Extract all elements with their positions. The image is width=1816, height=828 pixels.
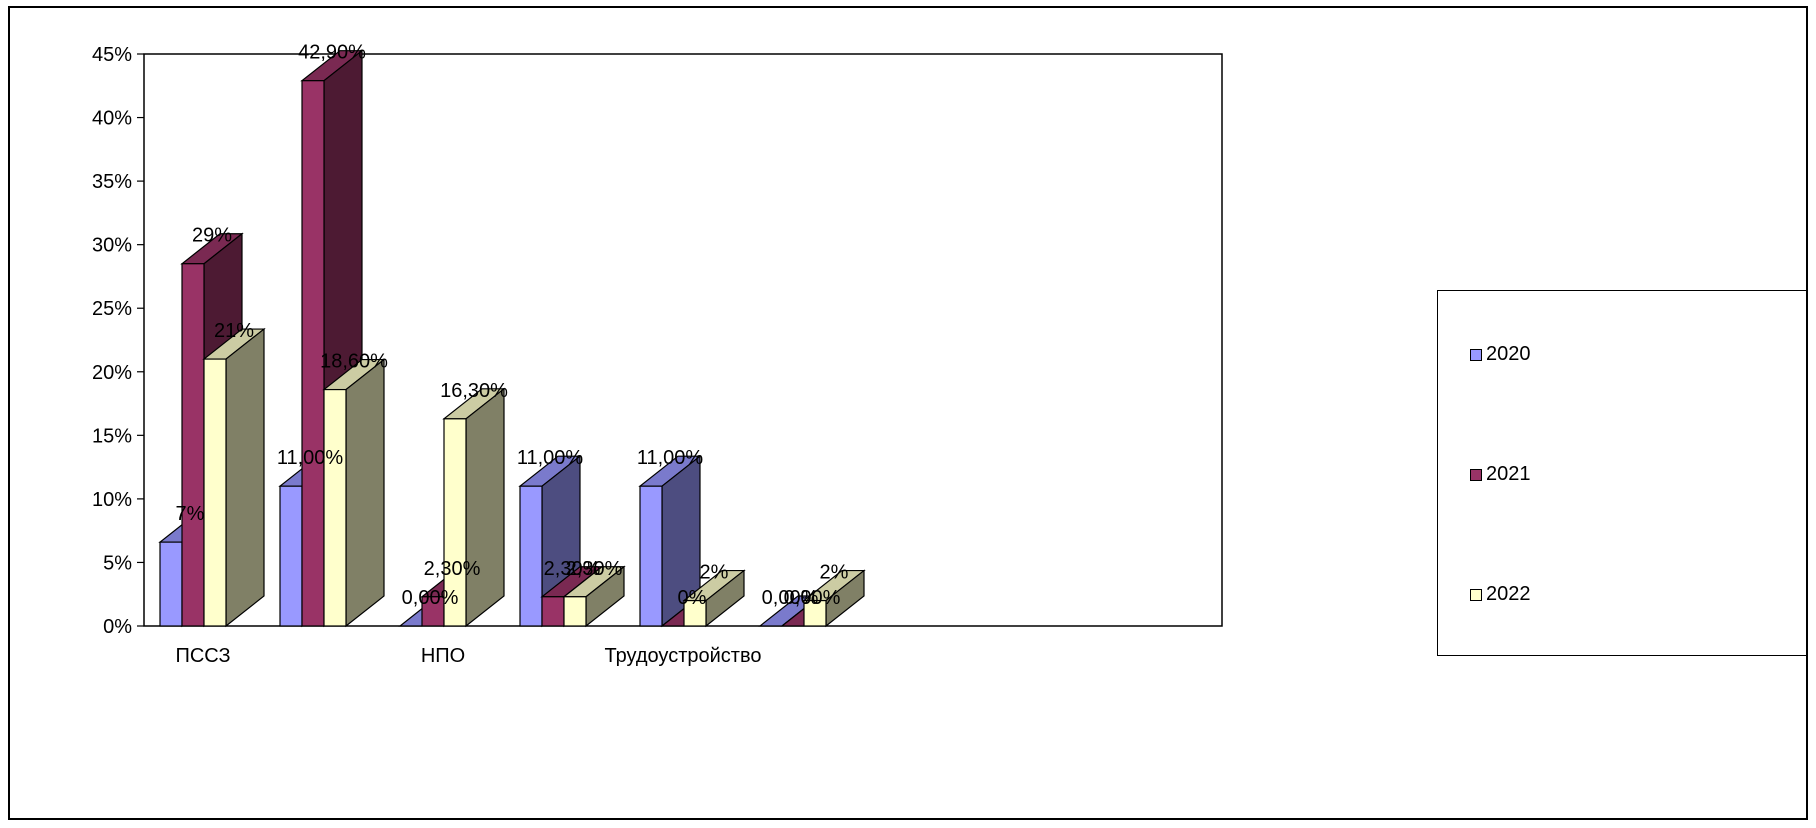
y-tick-label: 40% [92, 108, 132, 130]
data-label: 42,90% [298, 42, 366, 64]
data-label: 11,00% [517, 447, 584, 469]
bar-side [345, 358, 385, 628]
data-label: 2,30% [566, 558, 623, 580]
data-label: 0,00% [762, 587, 819, 609]
data-label: 2% [820, 562, 849, 584]
legend-label-2020: 2020 [1486, 343, 1531, 365]
y-tick-label: 35% [92, 171, 132, 193]
legend-item-2022: 2022 [1470, 583, 1531, 606]
data-label: 16,30% [440, 380, 508, 402]
bar-front [803, 599, 827, 627]
data-label: 0,00% [402, 587, 459, 609]
legend-label-2022: 2022 [1486, 583, 1531, 605]
bar-front [563, 596, 587, 627]
bar-front [639, 485, 663, 627]
data-label: 2,30% [424, 558, 481, 580]
data-label: 29% [192, 225, 232, 247]
legend-item-2021: 2021 [1470, 463, 1531, 486]
bar-front [443, 418, 467, 627]
data-label: 7% [176, 503, 205, 525]
data-label: 21% [214, 320, 254, 342]
y-tick-label: 15% [92, 425, 132, 447]
data-label: 18,60% [320, 351, 388, 373]
bar-front [541, 596, 565, 627]
y-tick-label: 5% [103, 552, 132, 574]
bar-front [323, 388, 347, 627]
y-tick-label: 20% [92, 362, 132, 384]
bar-side [465, 387, 505, 628]
legend-swatch-2020 [1470, 348, 1482, 361]
data-label: 11,00% [637, 447, 704, 469]
bar-front [683, 599, 707, 627]
data-label: 0% [678, 587, 707, 609]
x-category-label: ПССЗ [175, 645, 230, 667]
data-label: 0,00% [784, 587, 841, 609]
y-tick-label: 30% [92, 235, 132, 257]
data-label: 2% [700, 562, 729, 584]
bar-side [225, 327, 265, 628]
legend: 2020 2021 2022 [1437, 290, 1807, 656]
bar-front [301, 80, 325, 627]
legend-swatch-2022 [1470, 588, 1482, 601]
x-category-label: Трудоустройство [605, 645, 762, 667]
y-tick-label: 0% [103, 616, 132, 638]
data-label: 11,00% [277, 447, 344, 469]
bar-front [181, 263, 205, 627]
y-tick-label: 45% [92, 44, 132, 66]
bar-front [279, 485, 303, 627]
legend-item-2020: 2020 [1470, 343, 1531, 366]
bar-front [519, 485, 543, 627]
legend-swatch-2021 [1470, 468, 1482, 481]
bar-front [203, 358, 227, 627]
x-category-label: НПО [421, 645, 465, 667]
bar-front [159, 541, 183, 627]
y-tick-label: 10% [92, 489, 132, 511]
y-tick-label: 25% [92, 298, 132, 320]
data-label: 2,30% [544, 558, 601, 580]
legend-label-2021: 2021 [1486, 463, 1531, 485]
